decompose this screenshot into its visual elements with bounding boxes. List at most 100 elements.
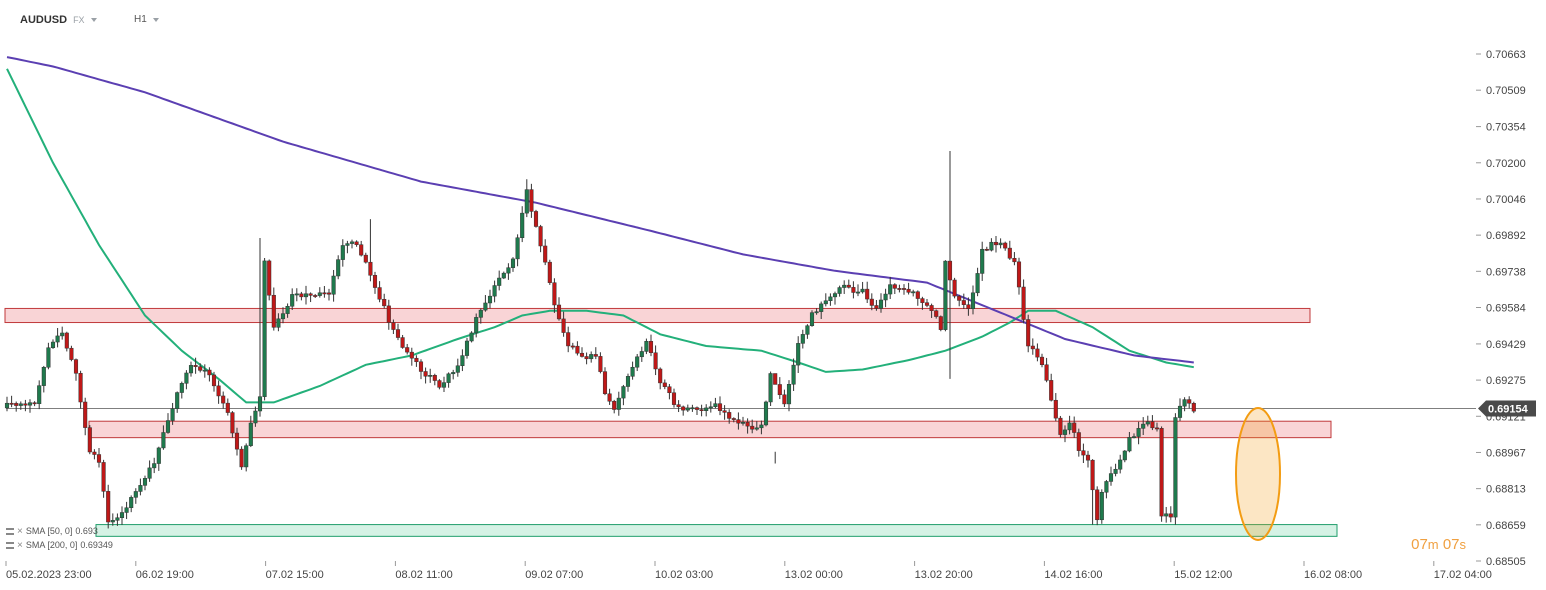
candle-body bbox=[92, 451, 97, 455]
candle-body bbox=[713, 403, 718, 408]
bullish-candle bbox=[161, 425, 166, 450]
candle-body bbox=[575, 345, 580, 354]
candle-body bbox=[372, 275, 378, 288]
candle-body bbox=[234, 432, 240, 450]
y-tick-label: 0.69275 bbox=[1486, 375, 1526, 387]
candle-body bbox=[382, 298, 387, 307]
candle-body bbox=[759, 424, 764, 429]
candle-body bbox=[1085, 454, 1091, 461]
bullish-candle bbox=[110, 513, 115, 526]
bearish-candle bbox=[1035, 343, 1040, 362]
bearish-candle bbox=[892, 283, 897, 294]
zone-layer bbox=[4, 307, 1338, 537]
candle-body bbox=[188, 365, 194, 374]
candle-body bbox=[198, 366, 203, 371]
x-tick-label: 16.02 08:00 bbox=[1304, 569, 1362, 581]
candle-body bbox=[142, 478, 148, 486]
bearish-candle bbox=[874, 300, 879, 311]
candle-body bbox=[395, 329, 401, 338]
candle-body bbox=[405, 347, 410, 353]
legend-sma-50[interactable]: × SMA [50, 0] 0.693 bbox=[6, 526, 98, 536]
bearish-candle bbox=[897, 284, 902, 293]
candle-body bbox=[1122, 450, 1127, 461]
candle-body bbox=[87, 427, 92, 453]
bullish-candle bbox=[331, 269, 336, 302]
candle-body bbox=[1026, 319, 1031, 347]
bearish-candle bbox=[230, 411, 235, 438]
close-icon[interactable]: × bbox=[17, 525, 23, 537]
bullish-candle bbox=[451, 369, 456, 380]
bearish-candle bbox=[952, 277, 957, 299]
bullish-candle bbox=[138, 478, 143, 496]
symbol-selector[interactable]: AUDUSD FX bbox=[20, 14, 97, 26]
bullish-candle bbox=[147, 460, 152, 482]
bearish-candle bbox=[239, 446, 244, 470]
bearish-candle bbox=[400, 334, 405, 349]
candle-body bbox=[929, 305, 934, 311]
candle-body bbox=[96, 454, 102, 463]
candle-body bbox=[1058, 417, 1063, 435]
bearish-candle bbox=[699, 404, 704, 417]
bearish-candle bbox=[851, 281, 856, 299]
bearish-candle bbox=[722, 405, 727, 420]
candle-body bbox=[1131, 436, 1137, 439]
support-zone-green bbox=[95, 524, 1338, 537]
bearish-candle bbox=[432, 373, 437, 386]
candle-body bbox=[796, 343, 801, 366]
candle-body bbox=[1104, 481, 1109, 493]
bullish-candle bbox=[998, 238, 1003, 249]
support-zone-red bbox=[88, 420, 1332, 439]
candle-body bbox=[938, 316, 943, 330]
candle-body bbox=[124, 507, 129, 513]
candle-layer[interactable] bbox=[4, 151, 1196, 529]
bearish-candle bbox=[1053, 393, 1058, 422]
candle-body bbox=[161, 432, 166, 449]
candle-body bbox=[368, 261, 373, 276]
bullish-candle bbox=[156, 446, 161, 471]
candle-body bbox=[1141, 423, 1146, 429]
candle-body bbox=[621, 386, 626, 399]
candle-body bbox=[271, 294, 276, 328]
bullish-candle bbox=[616, 391, 621, 416]
candle-body bbox=[984, 248, 989, 251]
menu-icon[interactable] bbox=[6, 541, 14, 549]
timeframe-selector[interactable]: H1 bbox=[134, 14, 159, 25]
candle-body bbox=[970, 292, 976, 309]
bearish-candle bbox=[561, 311, 566, 337]
legend-sma-200[interactable]: × SMA [200, 0] 0.69349 bbox=[6, 540, 113, 550]
candle-body bbox=[800, 334, 805, 344]
bullish-candle bbox=[257, 237, 263, 417]
candle-body bbox=[934, 310, 939, 317]
timeframe-label: H1 bbox=[134, 14, 147, 25]
bearish-candle bbox=[658, 367, 663, 390]
bullish-candle bbox=[1104, 479, 1109, 499]
candle-countdown: 07m 07s bbox=[1411, 536, 1466, 553]
x-tick-label: 08.02 11:00 bbox=[395, 569, 452, 581]
bearish-candle bbox=[211, 371, 217, 392]
bullish-candle bbox=[1067, 415, 1072, 435]
candle-body bbox=[506, 267, 511, 274]
candle-body bbox=[455, 365, 460, 373]
candle-body bbox=[156, 447, 161, 464]
candle-body bbox=[1016, 261, 1022, 288]
candle-body bbox=[202, 369, 207, 372]
bullish-candle bbox=[18, 401, 23, 410]
candle-body bbox=[906, 288, 911, 293]
candle-body bbox=[50, 341, 56, 348]
candle-body bbox=[340, 245, 345, 260]
x-axis: 05.02.2023 23:00 06.02 19:00 07.02 15:00 08… bbox=[5, 561, 1492, 581]
bearish-candle bbox=[538, 224, 543, 253]
y-tick-label: 0.70046 bbox=[1486, 194, 1526, 206]
bullish-candle bbox=[768, 371, 773, 407]
close-icon[interactable]: × bbox=[17, 539, 23, 551]
candle-body bbox=[653, 352, 658, 370]
menu-icon[interactable] bbox=[6, 527, 14, 535]
bullish-candle bbox=[179, 381, 184, 399]
candle-body bbox=[1012, 258, 1017, 263]
bullish-candle bbox=[791, 358, 796, 391]
candle-body bbox=[699, 409, 704, 412]
bullish-candle bbox=[478, 308, 483, 324]
candle-body bbox=[911, 291, 916, 294]
bearish-candle bbox=[543, 239, 548, 266]
